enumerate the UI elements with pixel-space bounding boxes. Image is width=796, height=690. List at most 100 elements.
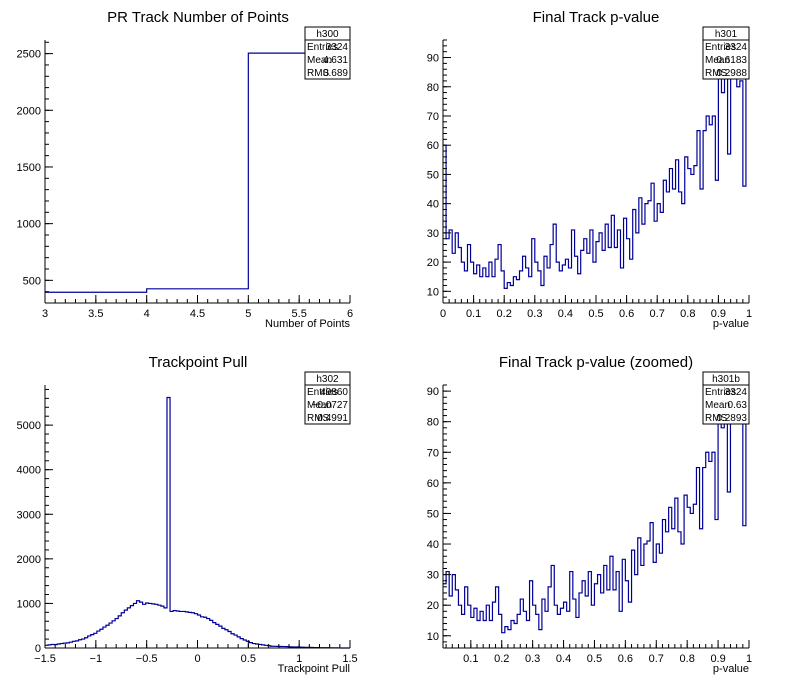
stats-value: 3324 — [326, 42, 349, 53]
x-tick-label: 0.4 — [558, 308, 573, 320]
y-tick-label: 1000 — [17, 219, 41, 231]
x-axis-label: p-value — [713, 318, 749, 330]
stats-box-name: h301b — [712, 374, 740, 385]
chart-panel-2: Final Track p-value 0 0.1 0.2 0.3 0.4 0.5 0.6 0.… — [427, 9, 752, 330]
stats-value: 49860 — [320, 387, 348, 398]
y-tick-label: 50 — [427, 169, 439, 181]
x-tick-label: 0.7 — [650, 308, 665, 320]
y-tick-label: 30 — [427, 228, 439, 240]
x-tick-label: 1 — [296, 653, 302, 665]
histogram-line — [443, 42, 749, 289]
y-tick-label: 4000 — [17, 465, 41, 477]
x-tick-label: 0.4 — [556, 653, 571, 665]
stats-value: 0.63 — [728, 400, 748, 411]
x-tick-label: 4 — [144, 308, 150, 320]
stats-box-name: h300 — [316, 29, 339, 40]
y-tick-label: 20 — [427, 257, 439, 269]
y-tick-label: 0 — [35, 643, 41, 655]
y-tick-label: 80 — [427, 82, 439, 94]
x-tick-label: 0.2 — [497, 308, 512, 320]
x-tick-label: 1 — [746, 308, 752, 320]
x-tick-label: 0.7 — [649, 653, 664, 665]
x-tick-label: 0.9 — [711, 308, 726, 320]
x-tick-label: 1.5 — [342, 653, 357, 665]
stats-value: 0.4991 — [317, 413, 348, 424]
histogram-line — [45, 52, 350, 293]
x-tick-label: 0.5 — [588, 308, 603, 320]
y-tick-label: 5000 — [17, 420, 41, 432]
stats-key: RMS — [705, 413, 728, 424]
x-tick-label: −1 — [90, 653, 103, 665]
x-tick-label: 0.3 — [525, 653, 540, 665]
stats-key: RMS — [705, 68, 728, 79]
x-tick-label: 0.3 — [527, 308, 542, 320]
chart-title: Trackpoint Pull — [149, 354, 248, 371]
y-tick-label: 3000 — [17, 509, 41, 521]
x-tick-label: 0.6 — [618, 653, 633, 665]
stats-box-name: h302 — [316, 374, 339, 385]
stats-value: 0.2893 — [716, 413, 747, 424]
y-tick-label: 70 — [427, 447, 439, 459]
chart-title: PR Track Number of Points — [107, 9, 289, 26]
stats-value: 3324 — [725, 387, 748, 398]
y-tick-label: 50 — [427, 508, 439, 520]
y-tick-label: 60 — [427, 140, 439, 152]
y-tick-label: 2000 — [17, 554, 41, 566]
y-tick-label: 90 — [427, 53, 439, 65]
stats-key: Mean — [705, 55, 730, 66]
x-tick-label: 0.1 — [466, 308, 481, 320]
y-tick-label: 1500 — [17, 162, 41, 174]
y-tick-label: 10 — [427, 286, 439, 298]
stats-key: Mean — [307, 55, 332, 66]
x-axis-label: p-value — [713, 663, 749, 675]
stats-key: Entries — [705, 42, 736, 53]
chart-panel-3: Trackpoint Pull −1.5 −1 −0.5 0 0.5 1 1.5 0 1000 20… — [17, 354, 358, 675]
stats-box-frame — [304, 371, 351, 425]
histogram-line — [443, 384, 749, 634]
x-tick-label: 3 — [42, 308, 48, 320]
y-tick-label: 500 — [23, 275, 41, 287]
x-tick-label: 0.8 — [680, 653, 695, 665]
x-axis-label: Number of Points — [265, 318, 350, 330]
x-tick-label: 0.8 — [680, 308, 695, 320]
stats-key: Entries — [705, 387, 736, 398]
x-tick-label: 0 — [440, 308, 446, 320]
stats-value: −0.0727 — [312, 400, 349, 411]
x-tick-label: 5.5 — [292, 308, 307, 320]
x-tick-label: 0 — [194, 653, 200, 665]
x-tick-label: 0.5 — [241, 653, 256, 665]
stats-box-name: h301 — [715, 29, 738, 40]
stats-value: 3324 — [725, 42, 748, 53]
y-tick-label: 2000 — [17, 105, 41, 117]
y-tick-label: 1000 — [17, 598, 41, 610]
y-tick-label: 40 — [427, 539, 439, 551]
chart-title: Final Track p-value (zoomed) — [499, 354, 693, 371]
y-tick-label: 90 — [427, 386, 439, 398]
stats-value: 4.631 — [323, 55, 348, 66]
x-tick-label: 3.5 — [88, 308, 103, 320]
x-tick-label: 0.9 — [710, 653, 725, 665]
stats-box-frame — [304, 26, 351, 80]
stats-value: 0.689 — [323, 68, 348, 79]
stats-value: 0.6183 — [716, 55, 747, 66]
chart-panel-4: Final Track p-value (zoomed) 0.1 0.2 0.3 0.4… — [427, 354, 752, 675]
stats-key: Mean — [705, 400, 730, 411]
y-tick-label: 70 — [427, 111, 439, 123]
histogram-line — [45, 396, 350, 649]
stats-key: Entries — [307, 387, 338, 398]
x-tick-label: −1.5 — [34, 653, 56, 665]
stats-box-frame — [702, 371, 750, 425]
y-tick-label: 30 — [427, 570, 439, 582]
x-tick-label: 5 — [245, 308, 251, 320]
y-tick-label: 20 — [427, 600, 439, 612]
stats-key: Mean — [307, 400, 332, 411]
x-tick-label: 0.2 — [494, 653, 509, 665]
stats-key: RMS — [307, 413, 330, 424]
y-tick-label: 2500 — [17, 49, 41, 61]
chart-title: Final Track p-value — [533, 9, 660, 26]
y-tick-label: 40 — [427, 199, 439, 211]
